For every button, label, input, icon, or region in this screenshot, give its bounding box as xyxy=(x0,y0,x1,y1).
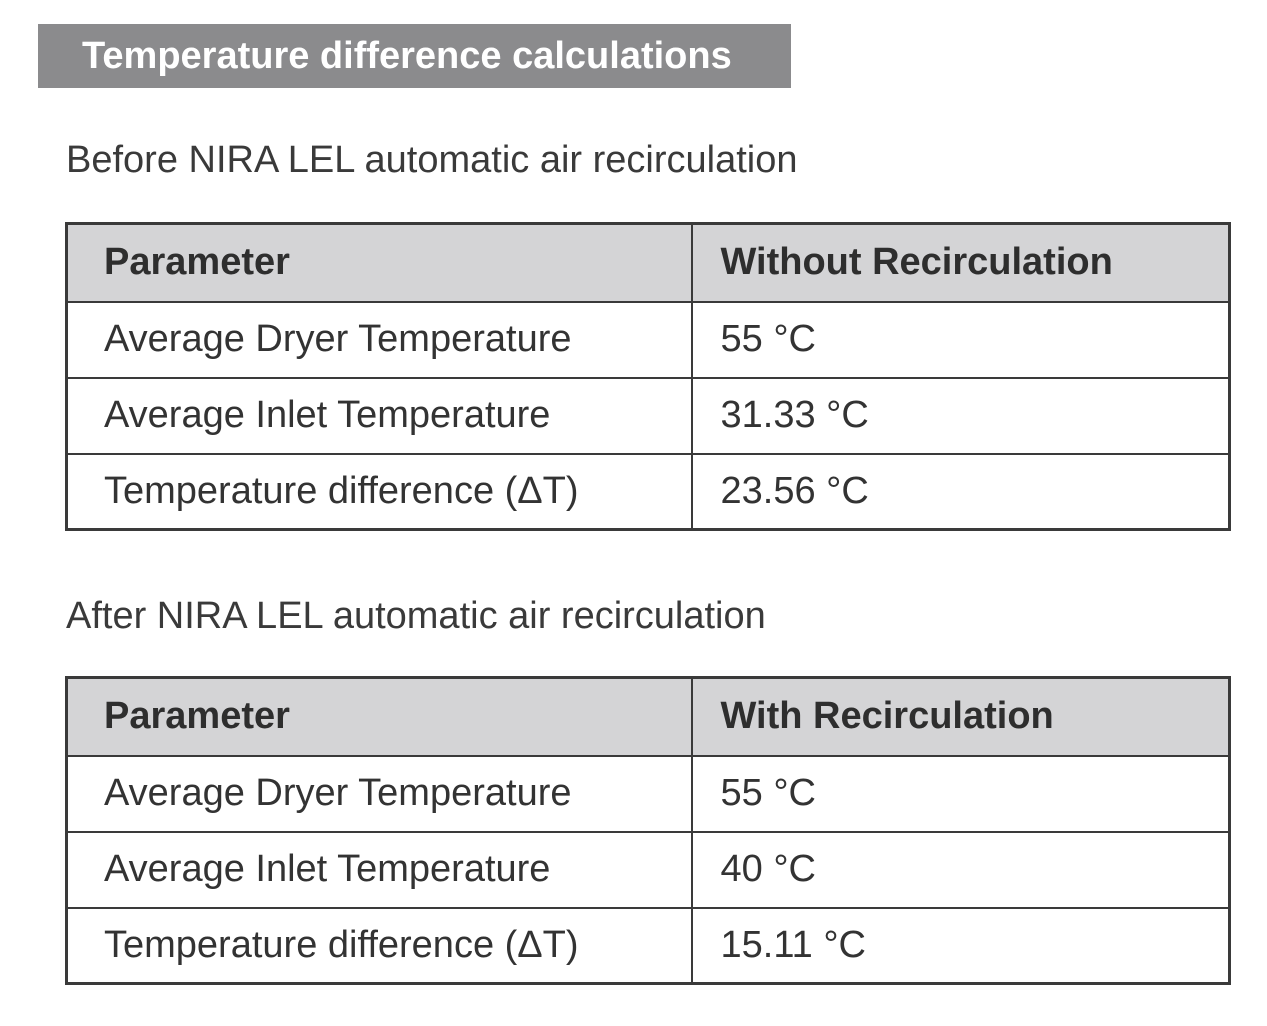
table-without-recirculation: Parameter Without Recirculation Average … xyxy=(65,222,1231,531)
title-banner: Temperature difference calculations xyxy=(38,24,791,88)
title-banner-text: Temperature difference calculations xyxy=(82,34,732,77)
value-cell: 55 °C xyxy=(690,300,1231,379)
section-heading-before-recirculation: Before NIRA LEL automatic air recirculat… xyxy=(66,139,798,181)
value-cell: 31.33 °C xyxy=(690,376,1231,455)
value-cell: 55 °C xyxy=(690,754,1231,833)
parameter-cell: Temperature difference (ΔT) xyxy=(65,906,693,985)
table-row: Average Inlet Temperature 40 °C xyxy=(65,830,1231,909)
column-header-parameter: Parameter xyxy=(65,222,693,303)
column-header-parameter: Parameter xyxy=(65,676,693,757)
column-header-with-recirculation: With Recirculation xyxy=(690,676,1231,757)
table-row: Temperature difference (ΔT) 15.11 °C xyxy=(65,906,1231,985)
parameter-cell: Average Dryer Temperature xyxy=(65,300,693,379)
parameter-cell: Average Dryer Temperature xyxy=(65,754,693,833)
column-header-without-recirculation: Without Recirculation xyxy=(690,222,1231,303)
value-cell: 15.11 °C xyxy=(690,906,1231,985)
table-header-row: Parameter Without Recirculation xyxy=(65,222,1231,303)
value-cell: 40 °C xyxy=(690,830,1231,909)
parameter-cell: Average Inlet Temperature xyxy=(65,830,693,909)
parameter-cell: Temperature difference (ΔT) xyxy=(65,452,693,531)
value-cell: 23.56 °C xyxy=(690,452,1231,531)
table-row: Average Inlet Temperature 31.33 °C xyxy=(65,376,1231,455)
section-heading-after-recirculation: After NIRA LEL automatic air recirculati… xyxy=(66,595,766,637)
table-row: Temperature difference (ΔT) 23.56 °C xyxy=(65,452,1231,531)
table-row: Average Dryer Temperature 55 °C xyxy=(65,754,1231,833)
table-row: Average Dryer Temperature 55 °C xyxy=(65,300,1231,379)
parameter-cell: Average Inlet Temperature xyxy=(65,376,693,455)
table-header-row: Parameter With Recirculation xyxy=(65,676,1231,757)
table-with-recirculation: Parameter With Recirculation Average Dry… xyxy=(65,676,1231,985)
